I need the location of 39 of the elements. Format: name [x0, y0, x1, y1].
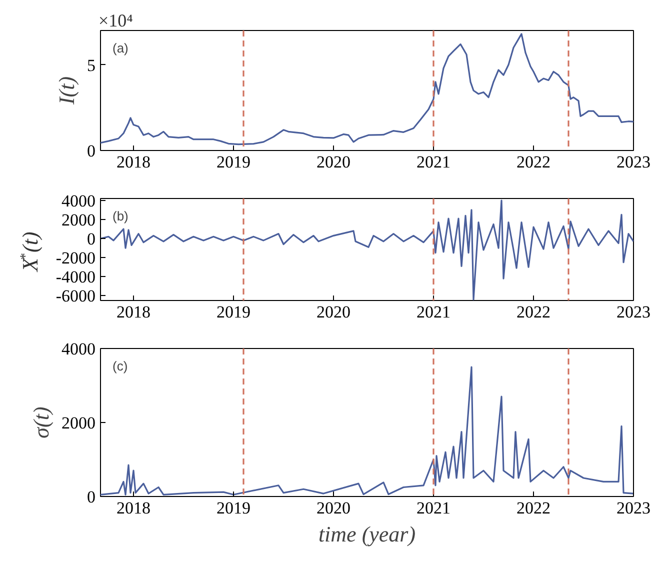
x-tick-label: 2020	[316, 152, 350, 172]
x-tick-label: 2022	[516, 302, 550, 322]
annotation: (a)	[112, 40, 128, 56]
x-tick-label: 2019	[216, 498, 250, 518]
x-tick-label: 2018	[116, 302, 150, 322]
x-tick-label: 2018	[116, 498, 150, 518]
x-tick-label: 2020	[316, 302, 350, 322]
x-tick-label: 2021	[416, 152, 450, 172]
x-tick-label: 2022	[516, 152, 550, 172]
annotation: (b)	[112, 208, 128, 224]
x-tick-label: 2023	[616, 302, 650, 322]
y-tick-label: 4000	[62, 191, 96, 210]
y-tick-label: -2000	[56, 248, 96, 268]
y-tick-label: 4000	[62, 340, 96, 358]
line-series	[100, 33, 634, 146]
y-tick-label: 0	[87, 142, 96, 160]
y-tick-label: 0	[87, 230, 96, 249]
x-tick-label: 2020	[316, 498, 350, 518]
x-tick-label: 2021	[416, 498, 450, 518]
annotation: ×10⁴	[98, 10, 133, 30]
x-axis-title: time (year)	[318, 522, 416, 546]
x-tick-label: 2018	[116, 152, 150, 172]
annotation: (c)	[112, 358, 128, 374]
y-axis-title: I(t)	[54, 76, 79, 106]
y-axis-title: σ(t)	[28, 406, 54, 438]
line-series	[100, 200, 634, 300]
x-tick-label: 2022	[516, 498, 550, 518]
y-tick-label: -4000	[56, 268, 96, 287]
y-tick-label: 2000	[62, 414, 96, 432]
x-tick-label: 2019	[216, 302, 250, 322]
y-tick-label: 0	[87, 488, 96, 506]
y-tick-label: 2000	[62, 210, 96, 230]
y-axis-title: X*(t)	[17, 232, 42, 272]
y-tick-label: -6000	[56, 286, 96, 306]
x-tick-label: 2023	[616, 498, 650, 518]
x-tick-label: 2021	[416, 302, 450, 322]
x-tick-label: 2023	[616, 152, 650, 172]
y-tick-label: 5	[87, 56, 96, 75]
x-tick-label: 2019	[216, 152, 250, 172]
